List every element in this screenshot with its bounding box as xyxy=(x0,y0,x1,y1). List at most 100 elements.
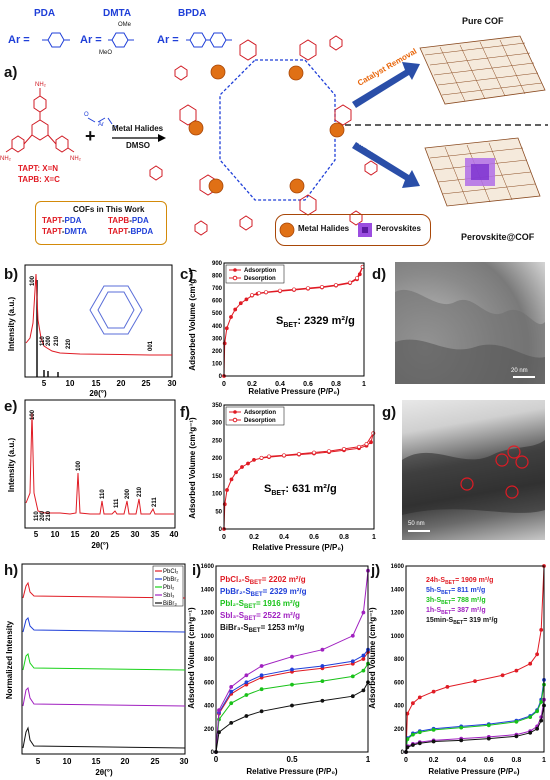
panel-f-ytick-label: 150 xyxy=(212,474,223,480)
panel-i-series-0-point xyxy=(361,657,366,661)
svg-text:5: 5 xyxy=(34,530,39,539)
plus-sign: + xyxy=(85,126,96,146)
panel-f-ytick-label: 300 xyxy=(212,421,223,427)
panel-f-series-0-point xyxy=(246,461,250,466)
panel-h-trace-pbi2 xyxy=(22,653,186,671)
panel-d-texture xyxy=(395,289,545,384)
panel-i-series-1-point xyxy=(350,659,355,664)
panel-c-series-1-point xyxy=(320,284,324,289)
highlight-circle-2 xyxy=(495,453,509,467)
panel-f-series-1-point xyxy=(282,453,286,458)
panel-i-ytick-label: 0 xyxy=(211,750,215,756)
svg-text:20: 20 xyxy=(91,530,100,539)
panel-j-ytick-label: 1000 xyxy=(391,634,405,640)
panel-i-ytick-label: 1000 xyxy=(201,634,215,640)
panel-e-xlabel: 2θ(°) xyxy=(91,541,109,550)
tapt-amine-left: NH₂ xyxy=(0,156,12,162)
panel-c-ylabel: Adsorbed Volume (cm³g⁻¹) xyxy=(188,269,197,371)
panel-j-series-4-point xyxy=(411,743,415,747)
tapt-amine-right: NH₂ xyxy=(70,156,82,162)
peak-e-100a: 100 xyxy=(30,409,36,420)
monomer-label-tapt: TAPT: X=N xyxy=(18,164,59,173)
panel-c-ytick-label: 100 xyxy=(212,361,223,367)
panel-i-series-1-point xyxy=(229,689,234,694)
panel-c-sbet: SBET: 2329 m²/g xyxy=(276,315,355,329)
svg-text:10: 10 xyxy=(66,379,75,388)
panel-f-series-1-point xyxy=(364,442,369,446)
legend-marker-adsorption xyxy=(233,268,237,272)
panel-j-xticks: 0 0.2 0.4 0.6 0.8 1 xyxy=(404,757,546,764)
panel-d-label: d) xyxy=(372,266,387,283)
svg-text:20: 20 xyxy=(117,379,126,388)
panel-f-ytick-label: 0 xyxy=(219,527,223,533)
panel-j-series-4-point xyxy=(514,734,519,739)
panel-b-pattern xyxy=(25,273,172,356)
panel-i-series-2-point xyxy=(350,674,355,679)
panel-g-label: g) xyxy=(382,404,397,421)
panel-j-label: j) xyxy=(371,562,381,579)
panel-a-label: a) xyxy=(4,64,18,81)
panel-i-series-1-point xyxy=(244,680,249,685)
panel-f-yticks: 0 50 100 150 200 250 300 350 xyxy=(212,403,223,533)
panel-i-ytick-label: 800 xyxy=(204,657,215,663)
panel-j-ytick-label: 1600 xyxy=(391,564,405,570)
panel-h-ylabel: Normalized Intensity xyxy=(5,620,14,699)
linker-bpda-ar: Ar = xyxy=(157,34,179,46)
panel-f-series-1-point xyxy=(259,455,264,460)
svg-text:30: 30 xyxy=(168,379,177,388)
panel-i-legend-entry: PbCl₂-SBET= 2202 m²/g xyxy=(220,575,306,586)
panel-j-series-4-point xyxy=(535,726,540,731)
peak-e-111: 111 xyxy=(114,498,120,508)
panel-i-series-1-point xyxy=(361,653,366,658)
panel-j-legend: 24h-SBET= 1909 m²/g5h-SBET= 811 m²/g3h-S… xyxy=(426,577,498,626)
panel-i-legend-entry: BiBr₃-SBET= 1253 m²/g xyxy=(220,623,305,634)
svg-text:35: 35 xyxy=(151,530,160,539)
panel-g-texture xyxy=(402,440,545,532)
panel-b-chart: 100 110 200 210 220 001 5 10 15 20 25 30… xyxy=(7,264,177,398)
panel-j-series-0-point xyxy=(417,695,422,700)
panel-h-legend-1: PbCl₂ xyxy=(163,569,179,575)
legend-perov-label: Perovskites xyxy=(376,224,421,233)
peak-b-110: 110 xyxy=(40,336,46,346)
panel-f-plot-area xyxy=(222,431,376,531)
panel-i-series-4-point xyxy=(229,720,234,725)
cof-item-4: TAPT-BPDA xyxy=(108,227,154,236)
panel-c-xlabel: Relative Pressure (P/P₀) xyxy=(248,387,340,396)
panel-c-series-1-point xyxy=(278,288,282,293)
panel-f-series-0-point xyxy=(252,458,256,462)
panel-c-legend-ads: Adsorption xyxy=(244,268,276,274)
panel-c-xtick-label: 0.6 xyxy=(303,381,313,388)
svg-text:25: 25 xyxy=(142,379,151,388)
peak-e-110b: 110 xyxy=(100,489,106,499)
panel-j-xtick-label: 0 xyxy=(404,757,408,764)
aldehyde-ar: Ar xyxy=(98,122,104,128)
panel-h-chart: PbCl₂ PbBr₂ PbI₂ SbI₃ BiBr₃ 5 10 15 20 2… xyxy=(5,563,189,777)
panel-i-series-1-point xyxy=(320,664,325,668)
methoxy-bottom-label: MeO xyxy=(99,50,113,56)
panel-e-xticks: 5 10 15 20 25 30 35 40 xyxy=(34,530,179,539)
panel-c-plot-area xyxy=(222,264,365,378)
panel-h-trace-sbi3 xyxy=(22,686,186,707)
panel-h-xlabel: 2θ(°) xyxy=(95,768,113,777)
panel-i-legend-entry: PbI₂-SBET= 1916 m²/g xyxy=(220,599,300,610)
panel-f-ytick-label: 100 xyxy=(212,492,223,498)
panel-j-series-2-point xyxy=(459,725,464,730)
panel-i-series-3-point xyxy=(217,708,221,713)
svg-text:40: 40 xyxy=(170,530,179,539)
aldehyde-o-left: O xyxy=(84,112,89,118)
panel-j-xtick-label: 0.8 xyxy=(512,757,522,764)
panel-i-xlabel: Relative Pressure (P/P₀) xyxy=(246,767,338,776)
panel-i-series-4-line xyxy=(215,682,369,753)
peak-e-210b: 210 xyxy=(137,486,143,497)
panel-j-series-2-point xyxy=(514,719,519,724)
panel-g-tem-image: 50 nm xyxy=(402,400,545,540)
highlight-circle-3 xyxy=(507,445,521,459)
panel-i-yticks: 0 200 400 600 800 1000 1200 1400 1600 xyxy=(201,564,215,756)
panel-c-xtick-label: 0.2 xyxy=(247,381,257,388)
panel-b-ylabel: Intensity (a.u.) xyxy=(7,297,16,352)
reaction-arrow-head xyxy=(158,134,166,142)
panel-j-plot-area xyxy=(404,564,546,754)
panel-f-series-0-point xyxy=(234,470,238,475)
panel-c-legend: Adsorption Desorption xyxy=(225,264,285,284)
